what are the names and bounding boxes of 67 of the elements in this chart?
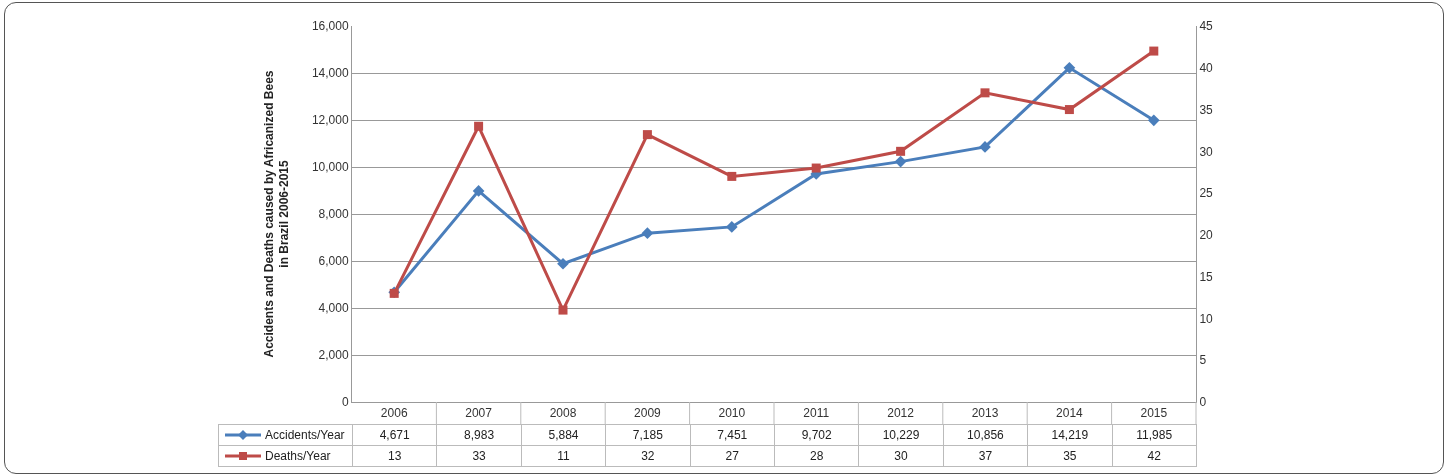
x-tick-label: 2014 bbox=[1056, 406, 1084, 421]
y-axis-title: Accidents and Deaths caused by Africanized Bees in Brazil 2006-2015 bbox=[261, 70, 292, 358]
point bbox=[894, 155, 907, 168]
point bbox=[980, 88, 990, 98]
y-tick-label: 2,000 bbox=[318, 348, 349, 363]
point bbox=[641, 227, 654, 239]
x-tick-label: 2015 bbox=[1140, 406, 1168, 421]
y-tick-label: 14,000 bbox=[311, 66, 349, 81]
data-label: 11 bbox=[521, 445, 606, 466]
point bbox=[472, 185, 485, 197]
data-label: 10,229 bbox=[858, 424, 944, 445]
data-label: 27 bbox=[690, 445, 775, 466]
data-label: 7,451 bbox=[690, 424, 775, 445]
x-tick-label: 2006 bbox=[380, 406, 408, 421]
y-tick-label: 8,000 bbox=[318, 207, 349, 222]
y-tick-label: 4,000 bbox=[318, 301, 349, 316]
data-label: 35 bbox=[1027, 445, 1113, 466]
y2-tick-label: 30 bbox=[1199, 144, 1214, 159]
x-tick-label: 2009 bbox=[634, 406, 662, 421]
y2-tick-label: 10 bbox=[1199, 311, 1214, 326]
y2-tick-label: 25 bbox=[1199, 186, 1214, 201]
y2-tick-label: 20 bbox=[1199, 228, 1214, 243]
y2-tick-label: 5 bbox=[1199, 353, 1207, 368]
x-tick-label: 2013 bbox=[971, 406, 999, 421]
data-label: 11,985 bbox=[1112, 424, 1197, 445]
data-label: 42 bbox=[1112, 445, 1197, 466]
legend-label: Deaths/Year bbox=[265, 448, 331, 463]
x-tick-label: 2010 bbox=[718, 406, 746, 421]
point bbox=[1147, 114, 1160, 127]
y-tick-label: 0 bbox=[341, 395, 349, 410]
x-tick-label: 2012 bbox=[887, 406, 915, 421]
data-label: 14,219 bbox=[1027, 424, 1113, 445]
data-label: 32 bbox=[605, 445, 691, 466]
data-label: 13 bbox=[352, 445, 437, 466]
point bbox=[1149, 46, 1159, 56]
point bbox=[1064, 105, 1074, 115]
data-label: 5,884 bbox=[521, 424, 606, 445]
y-tick-label: 10,000 bbox=[311, 160, 349, 175]
point bbox=[896, 146, 906, 156]
point bbox=[642, 130, 652, 140]
point bbox=[1063, 62, 1076, 74]
data-label: 33 bbox=[436, 445, 522, 466]
y2-tick-label: 0 bbox=[1199, 395, 1207, 410]
data-label: 28 bbox=[774, 445, 859, 466]
data-label: 8,983 bbox=[436, 424, 522, 445]
y-tick-label: 16,000 bbox=[311, 19, 349, 34]
data-label: 7,185 bbox=[605, 424, 691, 445]
x-tick-label: 2007 bbox=[465, 406, 493, 421]
point bbox=[727, 171, 737, 181]
y2-tick-label: 15 bbox=[1199, 269, 1214, 284]
y2-tick-label: 45 bbox=[1199, 19, 1214, 34]
point bbox=[558, 305, 568, 315]
y2-tick-label: 40 bbox=[1199, 60, 1214, 75]
x-tick-label: 2011 bbox=[803, 406, 830, 421]
point bbox=[474, 121, 484, 131]
legend-label: Accidents/Year bbox=[265, 427, 345, 442]
data-label: 9,702 bbox=[774, 424, 859, 445]
y-tick-label: 12,000 bbox=[311, 113, 349, 128]
y-tick-label: 6,000 bbox=[318, 254, 349, 269]
data-label: 30 bbox=[858, 445, 944, 466]
data-label: 37 bbox=[943, 445, 1028, 466]
x-tick-label: 2008 bbox=[549, 406, 577, 421]
y2-tick-label: 35 bbox=[1199, 102, 1214, 117]
data-label: 4,671 bbox=[352, 424, 437, 445]
point bbox=[557, 257, 569, 270]
point bbox=[811, 163, 821, 173]
data-label: 10,856 bbox=[943, 424, 1028, 445]
